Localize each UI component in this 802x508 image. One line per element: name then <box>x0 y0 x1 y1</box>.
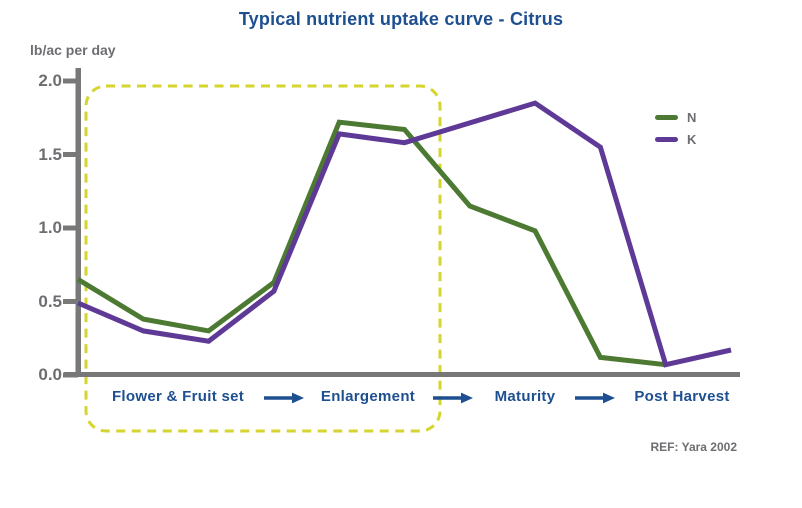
legend-item-n: N <box>655 110 696 125</box>
y-axis-tick <box>63 372 78 378</box>
y-tick-label: 0.5 <box>38 291 62 311</box>
stage-label-4: Post Harvest <box>634 388 730 405</box>
x-axis <box>64 372 740 377</box>
y-tick-label: 0.0 <box>38 365 62 384</box>
legend-label: K <box>687 132 697 147</box>
y-tick-label: 1.0 <box>38 218 62 237</box>
right-arrow-icon <box>575 392 615 404</box>
series-line-n <box>76 119 666 368</box>
right-arrow-icon <box>433 392 473 404</box>
right-arrow-icon <box>264 392 304 404</box>
y-axis-tick <box>63 152 78 157</box>
legend-swatch <box>655 137 678 142</box>
y-axis <box>75 68 81 377</box>
stage-label-2: Enlargement <box>320 388 416 405</box>
y-tick-label: 2.0 <box>38 71 62 90</box>
y-axis-label: lb/ac per day <box>30 42 116 58</box>
stage-label-1: Flower & Fruit set <box>111 388 245 405</box>
highlight-dashed-box <box>84 84 442 433</box>
legend-item-k: K <box>655 132 696 147</box>
legend-swatch <box>655 115 678 120</box>
y-tick-labels: 2.0 1.5 1.0 0.5 0.0 <box>0 0 62 508</box>
chart-title: Typical nutrient uptake curve - Citrus <box>238 9 564 29</box>
y-axis-tick <box>63 299 78 304</box>
y-axis-tick <box>63 78 78 84</box>
y-tick-label: 1.5 <box>38 144 62 164</box>
y-axis-tick <box>63 225 78 231</box>
legend-label: N <box>687 110 697 125</box>
series-line-k <box>77 100 732 368</box>
stage-label-3: Maturity <box>494 388 556 405</box>
reference-note: REF: Yara 2002 <box>650 440 737 454</box>
